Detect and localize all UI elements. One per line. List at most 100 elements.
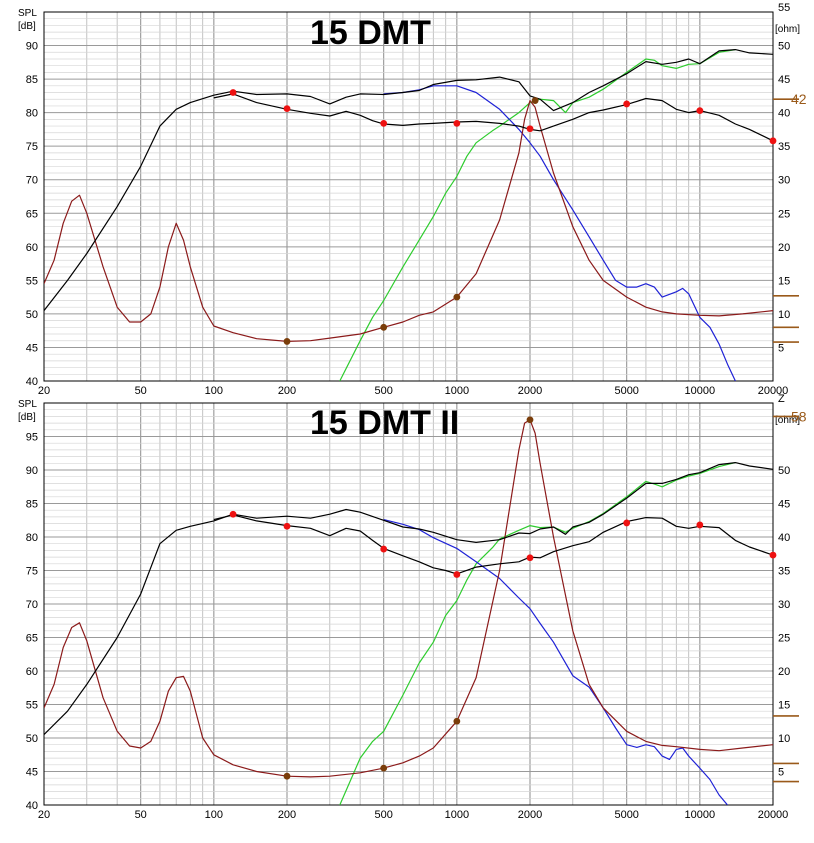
marker-spl bbox=[696, 107, 704, 115]
y-tick-label-right: 15 bbox=[778, 275, 790, 287]
series-line-impedance bbox=[44, 99, 773, 342]
y-tick-label-left: 40 bbox=[26, 376, 38, 388]
chart-panel-2: 20 50 100 200 500 1000 2000 5000 10000 20000 95 90 8… bbox=[18, 393, 807, 821]
marker-spl bbox=[769, 551, 777, 559]
y-tick-label-right: 30 bbox=[778, 599, 790, 611]
marker-spl bbox=[283, 105, 291, 113]
y-tick-label-right: 5 bbox=[778, 767, 784, 779]
y-tick-label-left: 60 bbox=[26, 666, 38, 678]
y-tick-label-right: 35 bbox=[778, 566, 790, 578]
marker-impedance bbox=[526, 416, 534, 424]
y-tick-label-left: 95 bbox=[26, 432, 38, 444]
marker-impedance bbox=[531, 97, 539, 104]
y-tick-label-right: 20 bbox=[778, 666, 790, 678]
y-tick-label-right: 10 bbox=[778, 733, 790, 745]
y-tick-label-right: 35 bbox=[778, 141, 790, 153]
y-tick-label-left: 75 bbox=[26, 566, 38, 578]
y-tick-label-left: 80 bbox=[26, 532, 38, 544]
marker-impedance bbox=[453, 717, 461, 725]
marker-spl bbox=[380, 119, 388, 127]
y-tick-label-right: 15 bbox=[778, 700, 790, 712]
series-line-green bbox=[339, 462, 736, 805]
x-tick-label: 2000 bbox=[518, 809, 542, 821]
marker-spl bbox=[229, 510, 237, 518]
y-tick-label-left: 45 bbox=[26, 342, 38, 354]
y-tick-label-left: 75 bbox=[26, 141, 38, 153]
left-axis-unit: [dB] bbox=[18, 412, 36, 423]
y-tick-label-left: 85 bbox=[26, 74, 38, 86]
y-tick-label-left: 70 bbox=[26, 175, 38, 187]
y-tick-label-right: 5 bbox=[778, 342, 784, 354]
right-top-label: Z bbox=[778, 393, 785, 405]
series-line-spl_onaxis bbox=[44, 462, 773, 736]
y-tick-label-left: 85 bbox=[26, 499, 38, 511]
impedance-annotation: 58 bbox=[791, 408, 807, 424]
marker-spl bbox=[453, 571, 461, 578]
x-tick-label: 200 bbox=[278, 385, 296, 397]
x-tick-label: 1000 bbox=[445, 809, 469, 821]
x-tick-label: 5000 bbox=[614, 385, 638, 397]
left-axis-unit: [dB] bbox=[18, 21, 36, 32]
impedance-annotation: 42 bbox=[791, 91, 807, 107]
chart-title: 15 DMT bbox=[310, 14, 431, 52]
left-axis-label: SPL bbox=[18, 399, 37, 410]
marker-spl bbox=[283, 522, 291, 530]
x-tick-label: 500 bbox=[375, 809, 393, 821]
y-tick-label-right: 50 bbox=[778, 41, 790, 53]
marker-spl bbox=[453, 119, 461, 127]
x-tick-label: 50 bbox=[135, 385, 147, 397]
x-tick-label: 20000 bbox=[758, 809, 789, 821]
plot-frame bbox=[43, 11, 774, 382]
plot-frame bbox=[43, 402, 774, 806]
y-tick-label-left: 40 bbox=[26, 800, 38, 812]
y-tick-label-left: 45 bbox=[26, 767, 38, 779]
series-line-spl_offaxis bbox=[213, 514, 773, 575]
marker-spl bbox=[380, 545, 388, 553]
plot-area bbox=[44, 12, 773, 381]
y-tick-label-left: 65 bbox=[26, 633, 38, 645]
marker-spl bbox=[623, 100, 631, 108]
y-tick-label-right: 45 bbox=[778, 499, 790, 511]
marker-spl bbox=[623, 519, 631, 527]
x-tick-label: 500 bbox=[375, 385, 393, 397]
y-tick-label-left: 65 bbox=[26, 208, 38, 220]
x-tick-label: 20 bbox=[38, 809, 50, 821]
marker-impedance bbox=[283, 338, 291, 345]
marker-impedance bbox=[380, 323, 388, 331]
y-tick-label-right: 20 bbox=[778, 242, 790, 254]
chart-title: 15 DMT II bbox=[310, 404, 459, 442]
x-tick-label: 20 bbox=[38, 385, 50, 397]
x-tick-label: 100 bbox=[205, 385, 223, 397]
y-tick-label-right: 40 bbox=[778, 532, 790, 544]
right-axis-unit: [ohm] bbox=[775, 24, 800, 35]
marker-spl bbox=[229, 89, 237, 96]
marker-spl bbox=[769, 137, 777, 145]
y-tick-label-left: 90 bbox=[26, 465, 38, 477]
x-tick-label: 20000 bbox=[758, 385, 789, 397]
y-tick-label-left: 70 bbox=[26, 599, 38, 611]
left-axis-label: SPL bbox=[18, 8, 37, 19]
y-tick-label-left: 60 bbox=[26, 242, 38, 254]
series-line-blue bbox=[383, 85, 736, 381]
x-tick-label: 1000 bbox=[445, 385, 469, 397]
y-tick-label-left: 50 bbox=[26, 733, 38, 745]
y-tick-label-right: 25 bbox=[778, 633, 790, 645]
marker-spl bbox=[526, 125, 534, 133]
marker-spl bbox=[526, 554, 534, 562]
right-axis-unit: [ohm] bbox=[775, 415, 800, 426]
y-tick-label-left: 90 bbox=[26, 41, 38, 53]
chart-panel-1: 20 50 100 200 500 1000 2000 5000 10000 20000 90 85 8… bbox=[18, 2, 807, 397]
x-tick-label: 50 bbox=[135, 809, 147, 821]
y-tick-label-right: 25 bbox=[778, 208, 790, 220]
series-line-spl_offaxis bbox=[213, 93, 773, 142]
series-line-blue bbox=[383, 519, 728, 805]
series-line-impedance bbox=[44, 419, 773, 778]
marker-impedance bbox=[380, 764, 388, 772]
grid bbox=[43, 402, 774, 806]
marker-impedance bbox=[283, 772, 291, 780]
right-top-label: 55 bbox=[778, 2, 790, 14]
marker-impedance bbox=[453, 293, 461, 301]
y-tick-label-right: 30 bbox=[778, 175, 790, 187]
x-tick-label: 100 bbox=[205, 809, 223, 821]
